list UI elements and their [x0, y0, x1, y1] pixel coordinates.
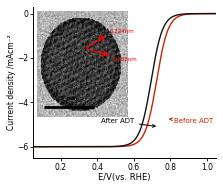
Y-axis label: Current density /mAcm⁻²: Current density /mAcm⁻² — [7, 35, 16, 130]
X-axis label: E/V(vs. RHE): E/V(vs. RHE) — [99, 173, 151, 182]
Text: After ADT: After ADT — [101, 118, 155, 127]
Text: Before ADT: Before ADT — [170, 118, 213, 124]
